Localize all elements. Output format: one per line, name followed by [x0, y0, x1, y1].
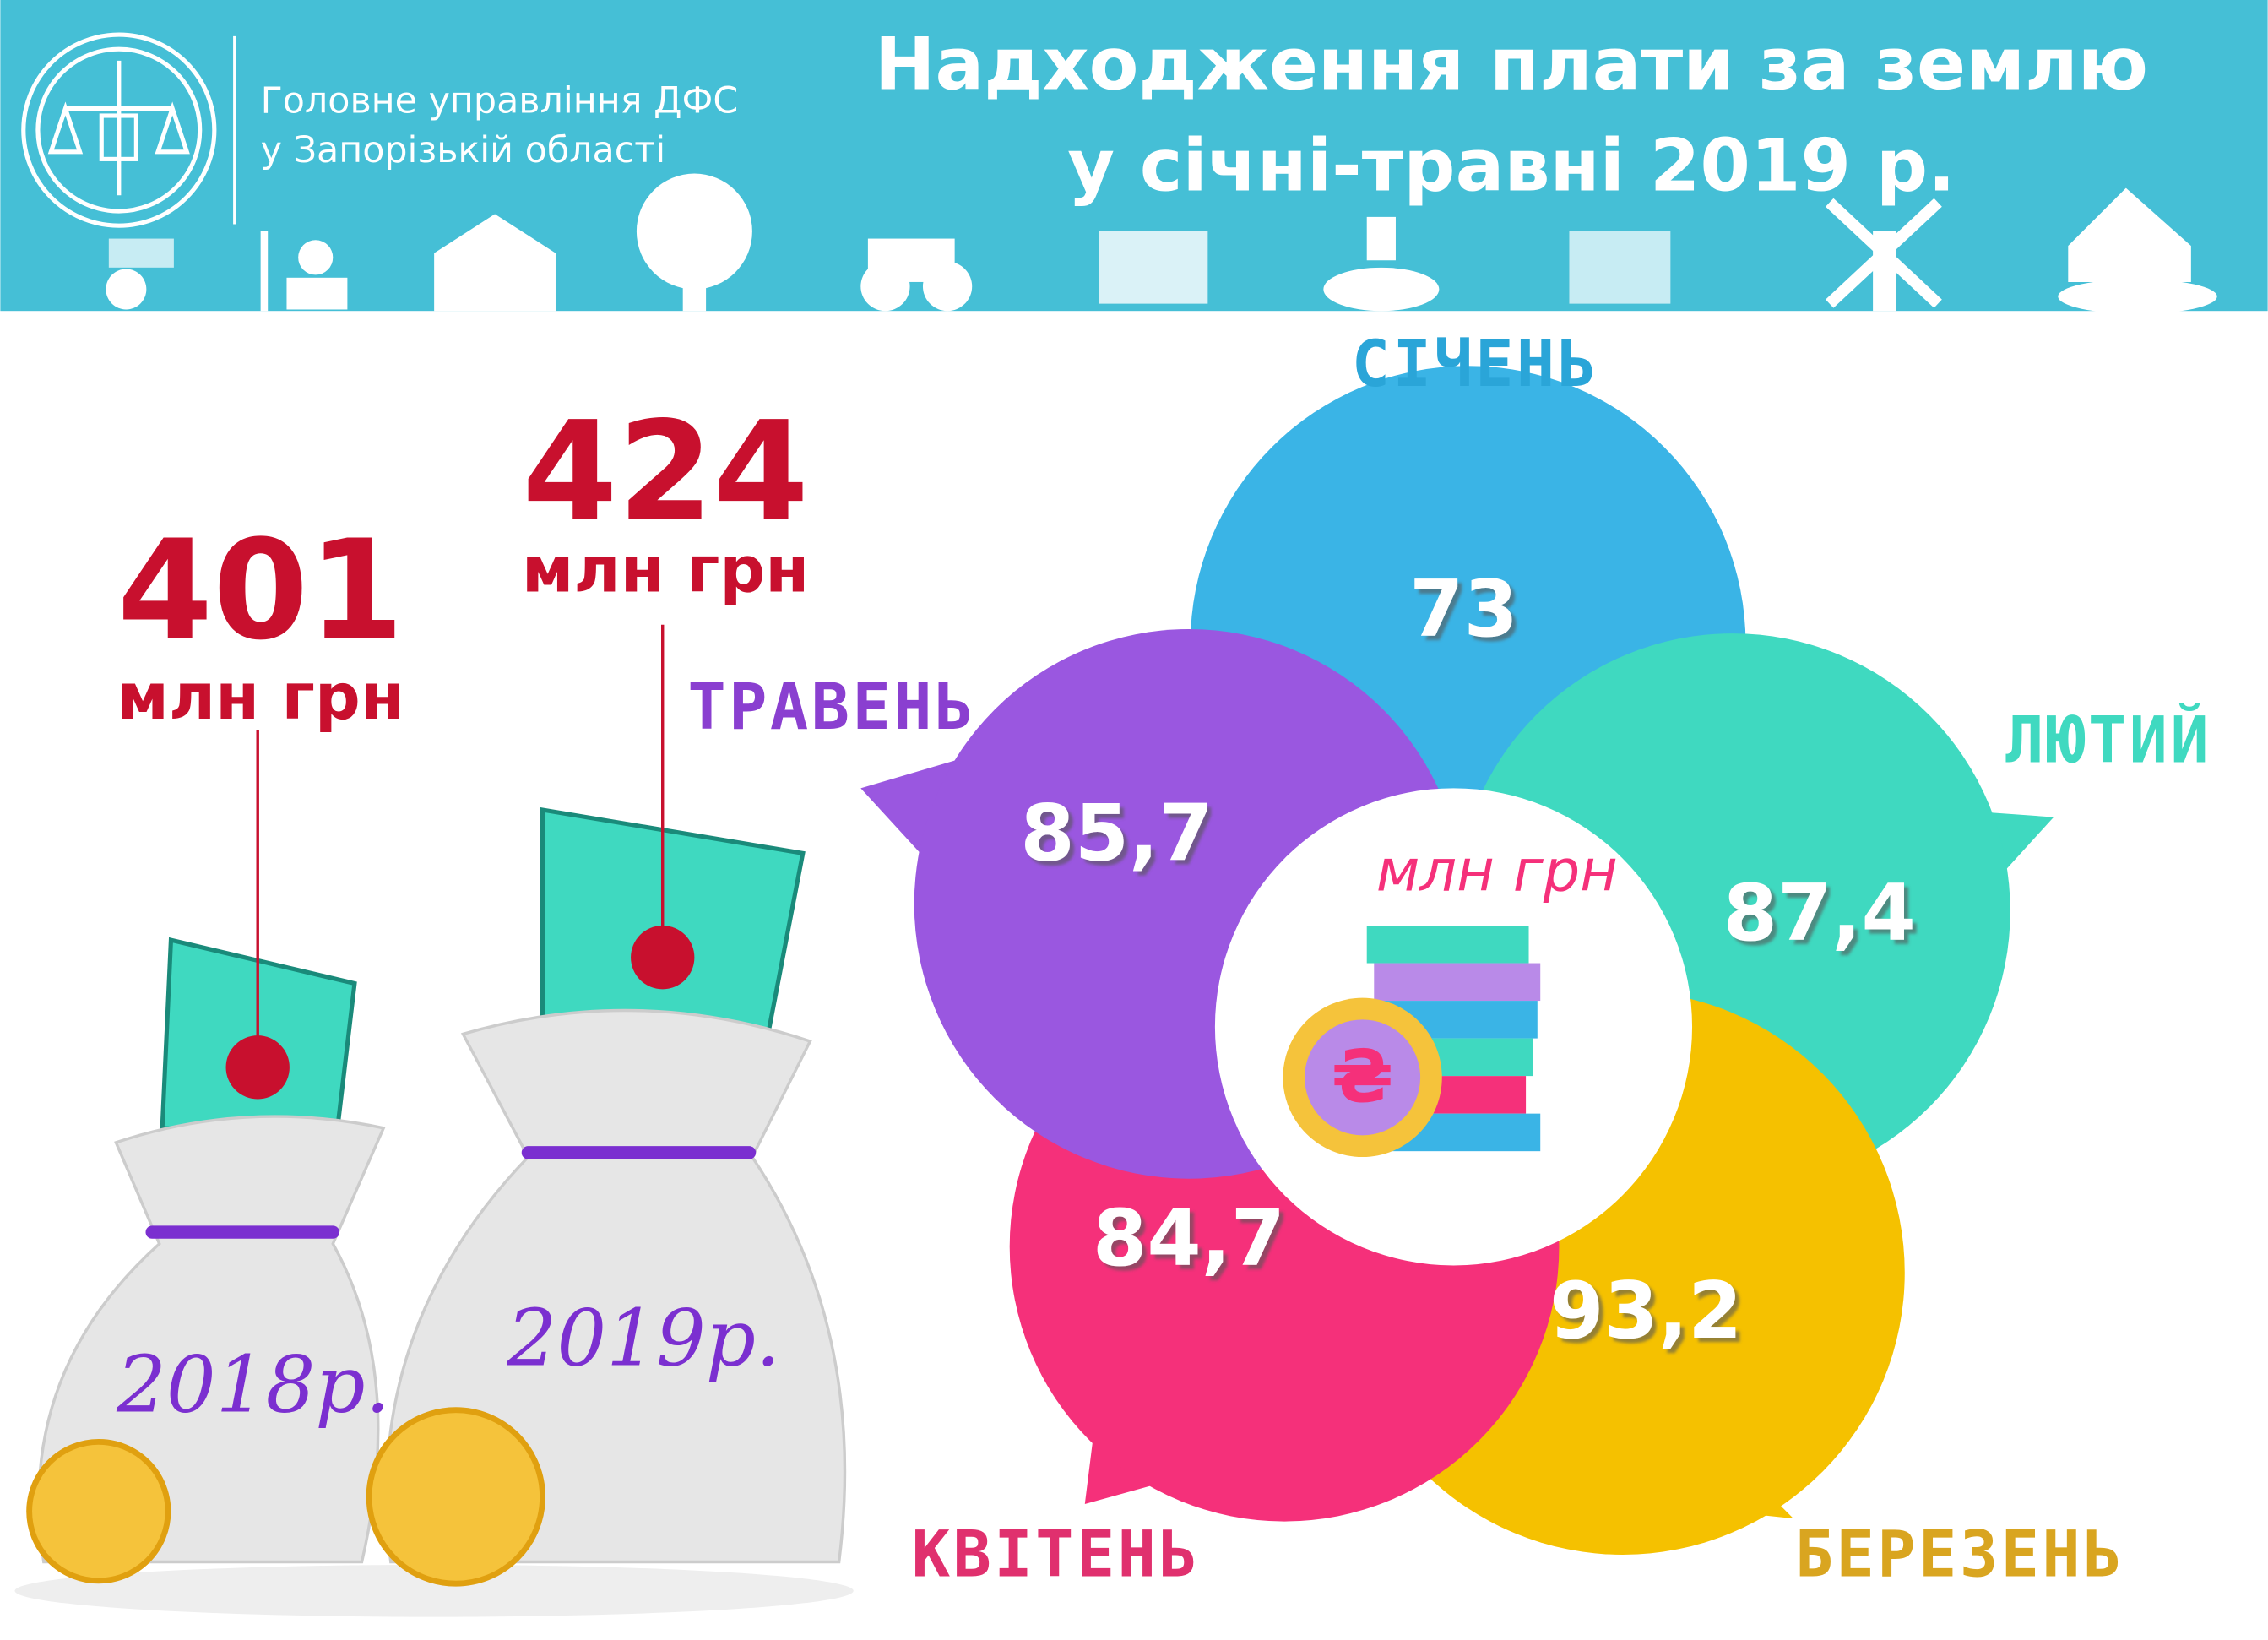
total-unit: млн грн [117, 660, 404, 734]
title: Надходження плати за землю [875, 24, 2148, 107]
month-name: СІЧЕНЬ [1352, 327, 1599, 401]
money-bags [14, 624, 854, 1617]
total-unit: млн грн [522, 532, 809, 606]
year-label: 2019р. [506, 1293, 780, 1384]
year-label: 2018р. [116, 1339, 390, 1430]
org-line: у Запорізькій області [261, 129, 665, 171]
month-value: 93,2 [1549, 1265, 1742, 1356]
logo [21, 32, 217, 228]
month-value: 87,4 [1723, 867, 1916, 958]
org-line: Головне управління ДФС [261, 80, 739, 122]
month-value: 84,7 [1093, 1192, 1285, 1284]
total-amount: 401 [117, 511, 404, 671]
total-amount: 424 [522, 393, 809, 552]
title: у січні-травні 2019 р. [1067, 124, 1956, 208]
month-name: КВІТЕНЬ [912, 1518, 1201, 1592]
svg-text:₴: ₴ [1332, 1035, 1394, 1119]
month-name: ЛЮТИЙ [2005, 703, 2211, 777]
farm-icons [106, 173, 2217, 314]
month-name: ТРАВЕНЬ [687, 670, 976, 744]
coin-stack: ₴ [1283, 926, 1541, 1158]
month-name: БЕРЕЗЕНЬ [1795, 1518, 2124, 1592]
center-unit: млн грн [1376, 838, 1618, 905]
month-value: 85,7 [1020, 788, 1213, 879]
month-value: 73 [1409, 563, 1518, 654]
